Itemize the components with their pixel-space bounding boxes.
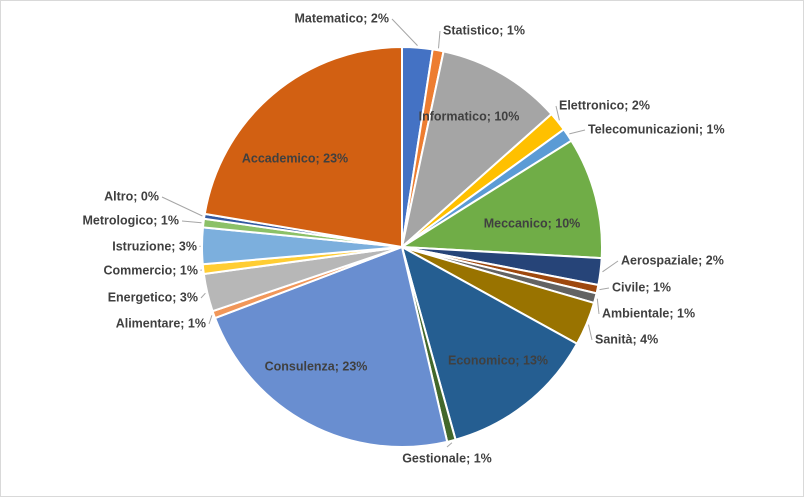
data-label: Civile; 1%: [612, 280, 671, 294]
data-label: Alimentare; 1%: [116, 316, 206, 330]
data-label: Elettronico; 2%: [559, 98, 650, 112]
leader-line: [597, 299, 599, 314]
data-label: Meccanico; 10%: [484, 216, 581, 230]
data-label: Economico; 13%: [448, 353, 548, 367]
data-label: Consulenza; 23%: [265, 359, 368, 373]
data-label: Matematico; 2%: [295, 11, 389, 25]
data-label: Aerospaziale; 2%: [621, 253, 724, 267]
data-label: Telecomunicazioni; 1%: [588, 122, 725, 136]
leader-line: [447, 443, 452, 447]
leader-line: [439, 31, 441, 48]
data-label: Informatico; 10%: [419, 109, 520, 123]
data-label: Statistico; 1%: [443, 23, 525, 37]
leader-line: [201, 293, 205, 298]
data-label: Metrologico; 1%: [82, 213, 179, 227]
leader-line: [392, 19, 418, 46]
leader-line: [182, 221, 202, 223]
data-label: Energetico; 3%: [108, 290, 198, 304]
data-label: Accademico; 23%: [242, 151, 348, 165]
pie-slice-accademico: [205, 47, 402, 247]
data-label: Altro; 0%: [104, 189, 159, 203]
data-label: Gestionale; 1%: [402, 451, 492, 465]
leader-line: [589, 325, 593, 340]
leader-line: [209, 315, 212, 324]
pie-slices: [202, 47, 602, 447]
data-label: Sanità; 4%: [595, 332, 658, 346]
leader-line: [569, 130, 585, 134]
leader-line: [600, 288, 610, 290]
data-label: Istruzione; 3%: [112, 239, 197, 253]
leader-line: [603, 261, 619, 272]
data-label: Ambientale; 1%: [602, 306, 695, 320]
data-label: Commercio; 1%: [104, 263, 198, 277]
